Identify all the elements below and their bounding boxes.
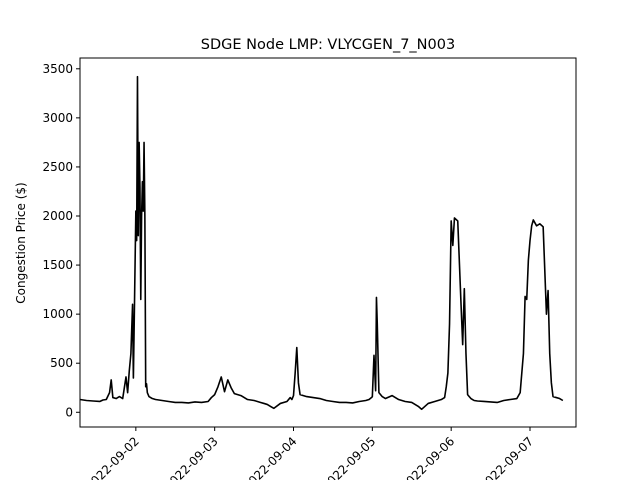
- y-tick-label: 0: [65, 405, 73, 419]
- y-tick-label: 3000: [42, 111, 73, 125]
- y-tick-label: 2500: [42, 160, 73, 174]
- y-tick-label: 1500: [42, 258, 73, 272]
- chart-title: SDGE Node LMP: VLYCGEN_7_N003: [201, 37, 455, 53]
- series-line-0: [79, 75, 564, 411]
- y-tick-label: 500: [50, 356, 73, 370]
- y-axis-label: Congestion Price ($): [14, 182, 28, 303]
- axes-frame: [79, 57, 577, 428]
- plot-area: [79, 75, 564, 411]
- y-tick-label: 1000: [42, 307, 73, 321]
- y-tick-label: 2000: [42, 209, 73, 223]
- y-tick-label: 3500: [42, 62, 73, 76]
- y-axis: 0 500 1000 1500 2000 2500 3000 3500: [42, 62, 80, 419]
